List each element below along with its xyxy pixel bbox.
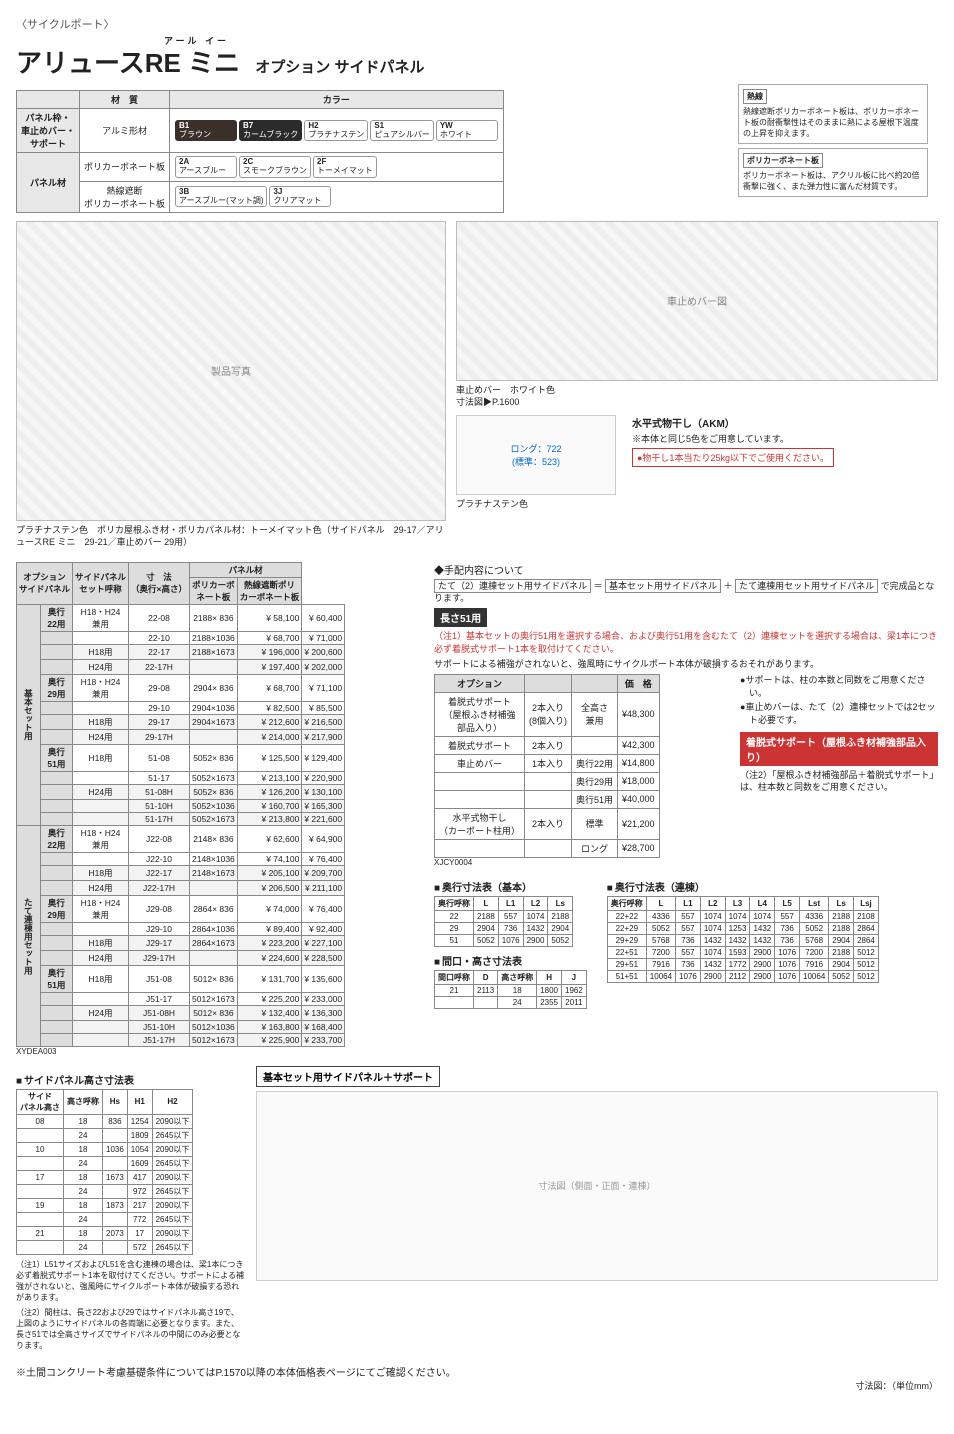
title-sub: オプション サイドパネル <box>255 59 424 76</box>
barstop-image: 車止めバー図 <box>456 221 938 381</box>
bullet-1: サポートは、柱の本数と同数をご用意ください。 <box>740 674 938 701</box>
note1: （注1）基本セットの奥行51用を選択する場合、および奥行51用を含むたて（2）連… <box>434 630 938 655</box>
tehaina-formula: たて（2）連棟セット用サイドパネル ＝ 基本セット用サイドパネル ＋ たて連棟用… <box>434 580 938 605</box>
legend-pc-body: ポリカーボネート板は、アクリル板に比べ約20倍衝撃に強く、また弾力性に富んだ材質… <box>743 170 923 192</box>
hoshi-warning: ●物干し1本当たり25kg以下でご使用ください。 <box>632 448 834 467</box>
bullet-2: 車止めバーは、たて（2）連棟セットでは2セット必要です。 <box>740 701 938 728</box>
option-table: オプション価 格着脱式サポート（屋根ふき材補強部品入り）2本入り(8個入り)全高… <box>434 674 660 858</box>
legend-heat-title: 熱線 <box>743 89 767 104</box>
dim-ren-table: 奥行呼称LL1L2L3L4L5LstLsLsj22+22433655710741… <box>607 896 879 983</box>
dim-width-table: 間口呼称D高さ呼称HJ21211318180019622423552011 <box>434 970 587 1009</box>
legend-pc: ポリカーボネート板 ポリカーボネート板は、アクリル板に比べ約20倍衝撃に強く、ま… <box>738 148 928 197</box>
page-title: アール イー アリュースRE ミニ オプション サイドパネル <box>16 34 938 80</box>
dim-basic-title: 奥行寸法表（基本） <box>434 879 587 894</box>
title-main: アリュースRE ミニ <box>16 48 240 78</box>
red-support-head: 着脱式サポート（屋根ふき材補強部品入り） <box>740 732 938 766</box>
hero-caption: プラチナステン色 ポリカ屋根ふき材・ポリカパネル材：トーメイマット色（サイドパネ… <box>16 524 446 549</box>
hoshi-note: ※本体と同じ5色をご用意しています。 <box>632 433 938 446</box>
dimension-diagram: 寸法図（側面・正面・連棟） <box>256 1091 938 1281</box>
legend-heat-body: 熱線遮断ポリカーボネート板は、ポリカーボネート板の耐衝撃性はそのままに熱による屋… <box>743 106 923 139</box>
dim-panel-table: サイドパネル高さ高さ呼称HsH1H2081883612542090以下24180… <box>16 1089 193 1255</box>
hoshi-title: 水平式物干し（AKM） <box>632 415 938 430</box>
title-ruby: アール イー <box>164 34 938 47</box>
price-table: オプションサイドパネルサイドパネルセット呼称寸 法（奥行×高さ）パネル材ポリカー… <box>16 562 345 1047</box>
foot-note-1: （注1）L51サイズおよびL51を含む連棟の場合は、梁1本につき必ず着脱式サポー… <box>16 1259 246 1304</box>
bullet-list: サポートは、柱の本数と同数をご用意ください。 車止めバーは、たて（2）連棟セット… <box>740 674 938 728</box>
foot-note-2: （注2）間柱は、長さ22および29ではサイドパネル高さ19で、上図のようにサイド… <box>16 1307 246 1352</box>
hoshi-color: プラチナステン色 <box>456 498 938 511</box>
note1b: サポートによる補強がされないと、強風時にサイクルポート本体が破損するおそれがあり… <box>434 658 938 671</box>
diagram-title: 基本セット用サイドパネル＋サポート <box>256 1066 440 1087</box>
barstop-caption: 車止めバー ホワイト色 寸法図▶P.1600 <box>456 384 938 409</box>
opt-code: XJCY0004 <box>434 858 724 867</box>
tehaina-title: ◆手配内容について <box>434 562 938 577</box>
dim-panel-title: サイドパネル高さ寸法表 <box>16 1072 246 1087</box>
hoshi-diagram: ロング：722 (標準：523) <box>456 415 616 495</box>
dim-ren-title: 奥行寸法表（連棟） <box>607 879 879 894</box>
unit-note: 寸法図：（単位mm） <box>16 1379 938 1392</box>
price-code: XYDEA003 <box>16 1047 416 1056</box>
legend-heat: 熱線 熱線遮断ポリカーボネート板は、ポリカーボネート板の耐衝撃性はそのままに熱に… <box>738 84 928 144</box>
footer-note: ※土間コンクリート考慮基礎条件についてはP.1570以降の本体価格表ページにてご… <box>16 1364 938 1379</box>
category-label: 〈サイクルポート〉 <box>16 16 938 32</box>
dim-basic-table: 奥行呼称LL1L2Ls22218855710742188292904736143… <box>434 896 573 947</box>
note2: （注2）「屋根ふき材補強部品＋着脱式サポート」は、柱本数と同数をご用意ください。 <box>740 769 938 794</box>
material-table: 材 質カラーパネル枠・車止めバー・サポートアルミ形材B1ブラウンB7カームブラッ… <box>16 90 504 213</box>
dim-width-title: 間口・高さ寸法表 <box>434 953 587 968</box>
hero-image: 製品写真 <box>16 221 446 521</box>
len51-head: 長さ51用 <box>434 608 487 627</box>
legend-pc-title: ポリカーボネート板 <box>743 153 823 168</box>
